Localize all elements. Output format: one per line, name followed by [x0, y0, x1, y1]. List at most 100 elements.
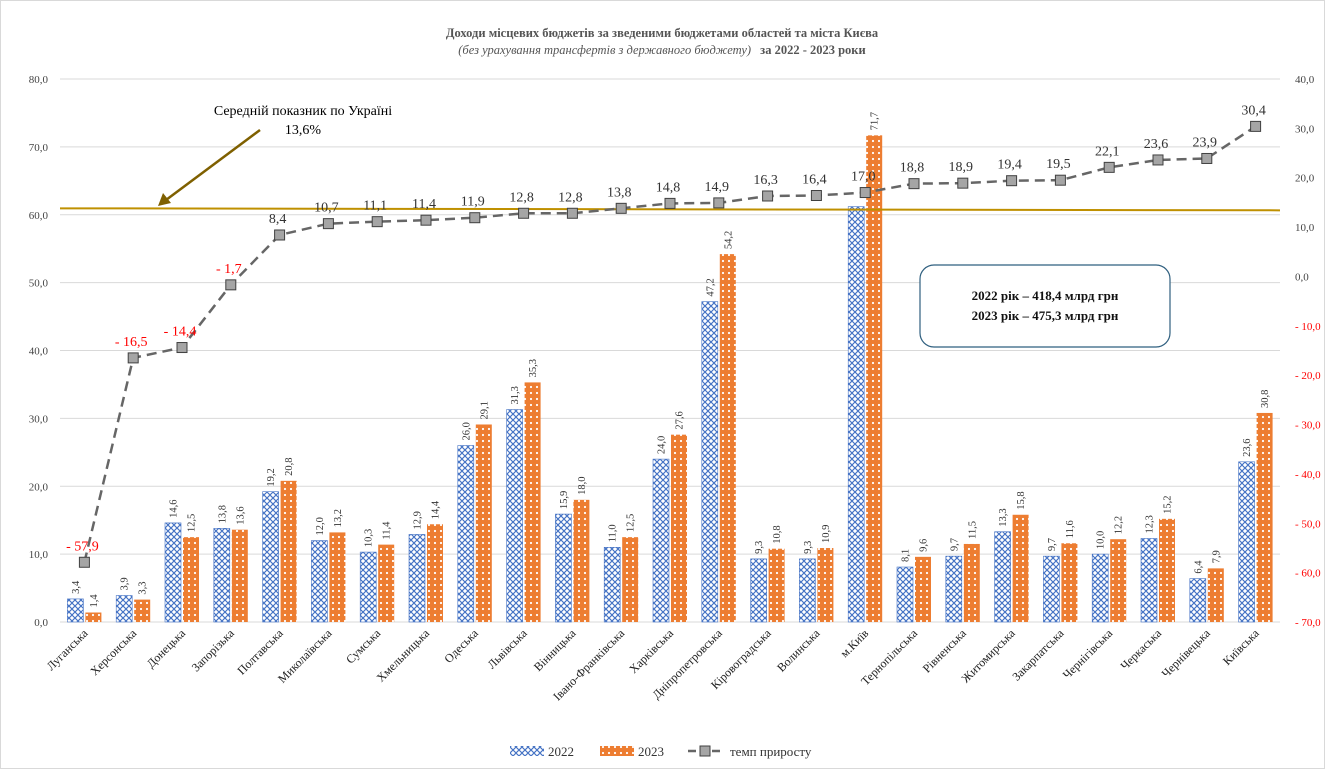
info-box-frame — [919, 264, 1171, 348]
growth-marker — [859, 187, 871, 199]
bar-2022-label: 31,3 — [510, 386, 521, 404]
growth-marker — [1054, 174, 1066, 186]
y-left-tick-label: 30,0 — [29, 413, 49, 425]
average-annotation: Середній показник по Україні 13,6% — [158, 104, 392, 206]
bar-2022 — [896, 566, 914, 623]
y-right-tick-label: 0,0 — [1295, 271, 1309, 283]
bar-2022-label: 24,0 — [657, 436, 668, 454]
bar-2022-label: 12,0 — [315, 517, 326, 535]
growth-marker — [615, 202, 627, 214]
y-right-tick-label: - 20,0 — [1295, 370, 1321, 382]
growth-marker — [371, 216, 383, 228]
bar-2022 — [799, 558, 816, 623]
growth-label: - 16,5 — [115, 335, 148, 350]
bar-2023 — [1110, 539, 1127, 622]
y-left-tick-label: 0,0 — [34, 617, 48, 629]
y-left-tick-label: 20,0 — [29, 481, 49, 493]
y-left-tick-label: 10,0 — [29, 549, 49, 561]
growth-label: 30,4 — [1241, 103, 1266, 118]
y-left-tick-label: 50,0 — [29, 278, 49, 290]
bars — [67, 135, 1273, 623]
bar-2023-label: 1,4 — [89, 594, 100, 608]
bar-2023-label: 11,4 — [382, 521, 393, 540]
growth-marker — [274, 229, 286, 241]
growth-label: 22,1 — [1095, 144, 1120, 159]
bar-2022-label: 10,0 — [1096, 531, 1107, 549]
growth-marker — [1006, 175, 1018, 187]
growth-marker — [762, 190, 774, 202]
bar-2022-label: 9,3 — [803, 541, 814, 554]
bar-2023-label: 27,6 — [675, 411, 686, 429]
annotation-line2: 13,6% — [285, 123, 322, 138]
growth-label: 16,4 — [802, 172, 827, 187]
bar-2023 — [963, 543, 980, 622]
growth-series: - 57,9 - 16,5 - 14,4 - 1,7 8,4 10,7 11,1 11,4 11… — [66, 103, 1266, 568]
y-left-tick-label: 80,0 — [29, 74, 49, 86]
bar-2023 — [85, 612, 102, 622]
bar-2022 — [457, 445, 475, 623]
growth-label: 13,8 — [607, 185, 632, 200]
growth-marker — [225, 279, 237, 291]
bar-2023-label: 30,8 — [1260, 390, 1271, 408]
bar-2023 — [378, 544, 395, 622]
bar-2022-label: 13,8 — [217, 505, 228, 523]
bar-2023 — [1207, 568, 1224, 622]
bar-2022 — [1189, 578, 1207, 623]
y-right-tick-label: 30,0 — [1295, 123, 1315, 135]
bar-2022 — [652, 458, 670, 623]
info-box-line2: 2023 рік – 475,3 млрд грн — [972, 308, 1119, 323]
bar-2022-label: 23,6 — [1242, 438, 1253, 456]
chart-subtitle-italic: (без урахування трансфертів з державного… — [458, 43, 751, 57]
bar-2022 — [164, 522, 182, 623]
bar-2022 — [115, 595, 133, 623]
bar-2022-label: 11,0 — [608, 524, 619, 542]
growth-marker — [469, 212, 481, 224]
bar-2022 — [262, 491, 279, 623]
growth-label: - 14,4 — [164, 325, 197, 340]
growth-label: 17,0 — [851, 170, 876, 185]
growth-marker — [127, 352, 139, 364]
bar-2022-label: 6,4 — [1193, 560, 1204, 574]
info-box: 2022 рік – 418,4 млрд грн 2023 рік – 475… — [919, 264, 1171, 348]
growth-label: 11,9 — [461, 195, 485, 210]
bar-2022-label: 13,3 — [998, 508, 1009, 526]
growth-marker — [420, 214, 432, 226]
bar-2023 — [524, 382, 541, 622]
growth-marker — [566, 207, 578, 219]
bar-2022-label: 12,3 — [1145, 515, 1156, 533]
bar-2023 — [1256, 412, 1273, 622]
bar-2022-label: 19,2 — [266, 468, 277, 486]
legend: 2022 2023 темп приросту — [510, 744, 812, 759]
bar-2023 — [671, 434, 687, 622]
info-box-line1: 2022 рік – 418,4 млрд грн — [972, 288, 1119, 303]
bar-2023 — [183, 537, 199, 622]
growth-label: 12,8 — [558, 190, 583, 205]
growth-marker — [322, 218, 334, 230]
bar-2023-label: 13,6 — [235, 506, 246, 524]
bar-2022 — [847, 206, 865, 623]
bar-2022-label: 9,7 — [949, 538, 960, 551]
bar-2023 — [622, 537, 639, 622]
growth-marker — [908, 178, 920, 190]
bar-2023 — [475, 424, 492, 622]
bar-2022 — [408, 534, 426, 623]
bar-2022-label: 15,9 — [559, 491, 570, 509]
growth-marker — [957, 177, 969, 189]
average-line-group — [59, 207, 1281, 212]
bar-2023 — [1012, 514, 1029, 622]
bar-2022 — [750, 558, 767, 623]
bar-2023-label: 12,2 — [1114, 516, 1125, 534]
legend-label-2023: 2023 — [638, 744, 664, 759]
bar-2022-label: 14,6 — [169, 500, 180, 518]
bar-2022 — [945, 555, 963, 623]
growth-marker — [78, 556, 90, 568]
bar-2022 — [506, 409, 523, 623]
bar-2023-label: 11,5 — [967, 521, 978, 539]
y-left-tick-label: 40,0 — [29, 346, 49, 358]
bar-labels: 3,4 1,4 3,9 3,3 14,6 12,5 13,8 13,6 19,2 20,8 12,0… — [71, 112, 1271, 608]
growth-label: 18,8 — [900, 161, 925, 176]
bar-2023 — [768, 548, 785, 622]
y-right-tick-label: - 40,0 — [1295, 469, 1321, 481]
